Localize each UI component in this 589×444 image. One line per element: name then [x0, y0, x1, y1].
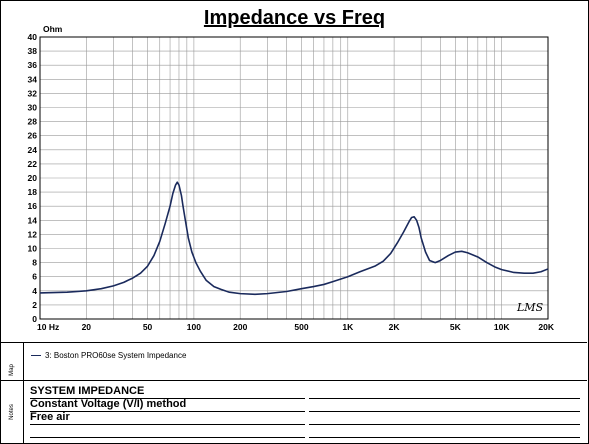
x-tick-label: 200 [233, 322, 247, 332]
y-tick-label: 0 [32, 314, 37, 324]
x-tick-label: 50 [143, 322, 153, 332]
legend-label: 3: Boston PRO60se System Impedance [45, 351, 187, 360]
y-tick-label: 14 [28, 215, 38, 225]
x-tick-label: 500 [294, 322, 308, 332]
chart-title: Impedance vs Freq [203, 7, 386, 29]
x-tick-label: 20 [82, 322, 92, 332]
note-line-right-2 [309, 398, 580, 412]
note-line-1: SYSTEM IMPEDANCE [30, 385, 305, 399]
y-tick-label: 38 [28, 46, 38, 56]
y-tick-label: 24 [28, 145, 38, 155]
note-line-3: Free air [30, 411, 305, 425]
y-tick-label: 20 [28, 173, 38, 183]
lms-annotation: LMS [516, 301, 544, 314]
x-tick-label: 10 Hz [37, 322, 59, 332]
y-tick-label: 16 [28, 201, 38, 211]
key-panel: Map 3: Boston PRO60se System Impedance [0, 342, 587, 396]
impedance-chart: 0246810121416182022242628303234363840Ohm… [28, 24, 555, 332]
plot-border [39, 36, 549, 320]
y-tick-label: 32 [28, 88, 38, 98]
y-tick-label: 28 [28, 117, 38, 127]
y-tick-label: 34 [28, 74, 38, 84]
y-axis-label: Ohm [43, 24, 63, 34]
y-tick-label: 4 [32, 286, 37, 296]
x-tick-label: 100 [187, 322, 201, 332]
y-tick-label: 26 [28, 131, 38, 141]
note-line-right-4 [309, 424, 580, 438]
legend-entry: 3: Boston PRO60se System Impedance [31, 351, 186, 360]
y-tick-label: 8 [32, 258, 37, 268]
note-line-right-1 [309, 385, 580, 399]
y-tick-label: 40 [28, 32, 38, 42]
x-tick-label: 5K [450, 322, 462, 332]
y-tick-label: 36 [28, 60, 38, 70]
y-tick-label: 30 [28, 103, 38, 113]
y-tick-label: 12 [28, 229, 38, 239]
y-tick-label: 10 [28, 244, 38, 254]
x-tick-label: 1K [342, 322, 354, 332]
note-line-right-3 [309, 411, 580, 425]
impedance-curve [39, 181, 549, 296]
y-tick-label: 18 [28, 187, 38, 197]
x-tick-label: 10K [494, 322, 510, 332]
y-tick-label: 2 [32, 300, 37, 310]
notes-panel: Notes SYSTEM IMPEDANCE Constant Voltage … [0, 380, 587, 443]
note-line-4 [30, 424, 305, 438]
x-tick-label: 2K [389, 322, 401, 332]
x-tick-label: 20K [538, 322, 554, 332]
note-line-2: Constant Voltage (V/I) method [30, 398, 305, 412]
notes-side-label: Notes [0, 381, 24, 443]
legend-swatch [31, 355, 41, 356]
y-tick-label: 6 [32, 272, 37, 282]
y-tick-label: 22 [28, 159, 38, 169]
key-side-label: Map [0, 343, 24, 396]
